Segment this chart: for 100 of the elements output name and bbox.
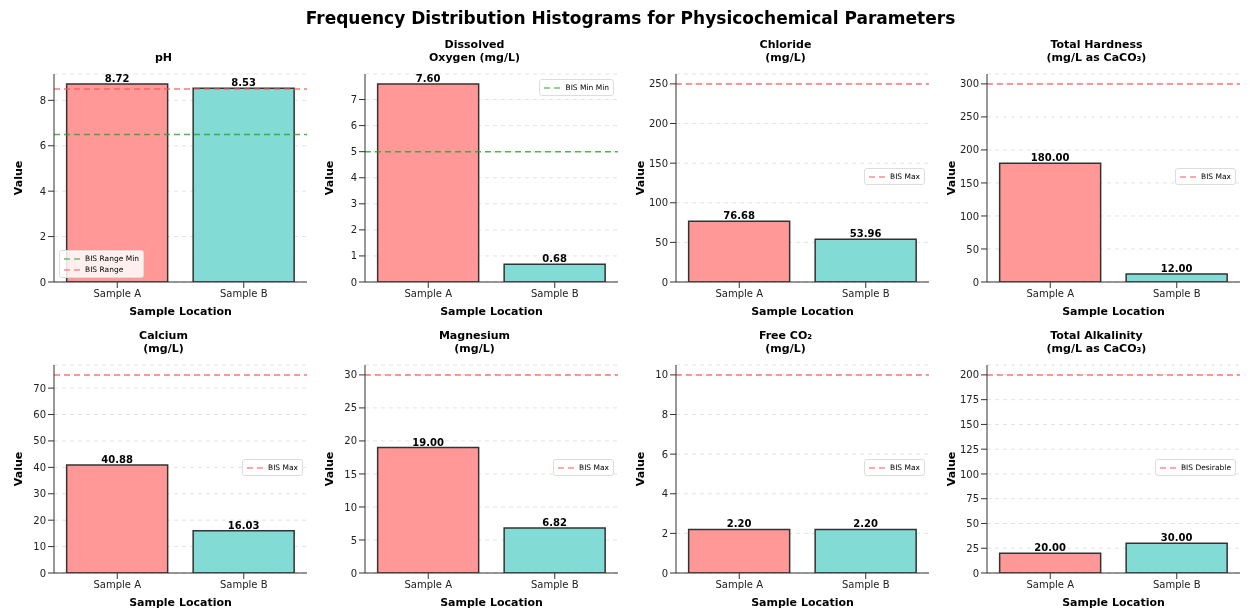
x-tick-label: Sample A — [715, 288, 764, 300]
x-tick-label: Sample A — [1026, 288, 1075, 300]
y-tick-label: 4 — [39, 185, 46, 197]
y-tick-label: 0 — [661, 276, 668, 288]
y-tick-label: 2 — [39, 231, 46, 243]
x-tick-label: Sample B — [530, 288, 579, 300]
x-axis-title: Sample Location — [128, 304, 233, 319]
y-tick-label: 200 — [648, 118, 668, 130]
data-label: 76.68 — [723, 210, 755, 222]
data-label: 30.00 — [1160, 532, 1193, 544]
y-tick-label: 25 — [966, 542, 979, 554]
y-tick-label: 6 — [661, 448, 668, 460]
y-tick-label: 0 — [39, 276, 46, 288]
x-tick-label: Sample B — [841, 288, 890, 300]
x-tick-label: Sample A — [93, 288, 142, 300]
x-tick-label: Sample B — [841, 579, 890, 591]
y-tick-label: 6 — [39, 140, 46, 152]
y-tick-label: 0 — [972, 567, 979, 579]
y-tick-label: 8 — [661, 409, 668, 421]
y-tick-label: 3 — [350, 198, 357, 210]
y-tick-label: 200 — [959, 369, 979, 381]
y-tick-label: 4 — [350, 172, 357, 184]
x-axis-title: Sample Location — [750, 304, 855, 319]
y-tick-label: 75 — [966, 493, 979, 505]
y-tick-label: 300 — [959, 78, 979, 90]
x-axis-title: Sample Location — [439, 595, 544, 610]
data-label: 40.88 — [101, 454, 133, 466]
y-tick-label: 7 — [350, 94, 357, 106]
y-tick-label: 30 — [344, 369, 357, 381]
y-tick-label: 10 — [655, 369, 668, 381]
x-tick-label: Sample B — [530, 579, 579, 591]
chart-title: Total Hardness (mg/L as CaCO₃) — [1045, 38, 1148, 64]
x-axis-title: Sample Location — [1061, 304, 1166, 319]
y-tick-label: 50 — [655, 236, 668, 248]
data-label: 7.60 — [415, 72, 441, 84]
x-tick-label: Sample A — [404, 579, 453, 591]
y-tick-label: 70 — [33, 382, 46, 394]
data-label: 8.53 — [231, 77, 257, 89]
x-axis-title: Sample Location — [750, 595, 855, 610]
x-tick-label: Sample A — [404, 288, 453, 300]
y-tick-label: 2 — [350, 224, 357, 236]
data-label: 16.03 — [227, 519, 260, 531]
y-axis-title: Value — [633, 451, 647, 487]
data-label: 19.00 — [412, 436, 444, 448]
y-axis-title: Value — [322, 160, 336, 196]
y-tick-label: 30 — [33, 488, 46, 500]
y-tick-label: 50 — [33, 435, 46, 447]
y-tick-label: 0 — [350, 567, 357, 579]
y-tick-label: 175 — [959, 394, 979, 406]
y-tick-label: 60 — [33, 409, 46, 421]
y-tick-label: 5 — [350, 534, 357, 546]
data-label: 0.68 — [542, 253, 568, 265]
y-tick-label: 150 — [648, 157, 668, 169]
y-tick-label: 200 — [959, 144, 979, 156]
x-tick-label: Sample B — [219, 579, 268, 591]
y-axis-title: Value — [11, 160, 25, 196]
y-tick-label: 20 — [344, 435, 357, 447]
y-tick-label: 10 — [344, 501, 357, 513]
data-label: 12.00 — [1160, 263, 1193, 275]
y-tick-label: 15 — [344, 468, 357, 480]
data-label: 8.72 — [104, 72, 130, 84]
y-tick-label: 0 — [39, 567, 46, 579]
y-tick-label: 2 — [661, 527, 668, 539]
data-label: 180.00 — [1030, 152, 1070, 164]
y-tick-label: 50 — [966, 518, 979, 530]
y-axis-title: Value — [322, 451, 336, 487]
y-tick-label: 0 — [661, 567, 668, 579]
y-tick-label: 100 — [959, 210, 979, 222]
y-tick-label: 40 — [33, 461, 46, 473]
y-tick-label: 10 — [33, 541, 46, 553]
y-axis-title: Value — [944, 451, 958, 487]
y-tick-label: 8 — [39, 94, 46, 106]
x-tick-label: Sample A — [715, 579, 764, 591]
x-tick-label: Sample B — [219, 288, 268, 300]
y-tick-label: 250 — [959, 111, 979, 123]
y-tick-label: 250 — [648, 78, 668, 90]
data-label: 53.96 — [849, 228, 882, 240]
chart-title: Dissolved Oxygen (mg/L) — [428, 38, 521, 64]
y-tick-label: 0 — [350, 276, 357, 288]
y-axis-title: Value — [11, 451, 25, 487]
y-tick-label: 5 — [350, 146, 357, 158]
y-axis-title: Value — [944, 160, 958, 196]
chart-title: Magnesium (mg/L) — [437, 329, 512, 355]
x-tick-label: Sample A — [93, 579, 142, 591]
x-tick-label: Sample A — [1026, 579, 1075, 591]
x-tick-label: Sample B — [1152, 579, 1201, 591]
y-tick-label: 150 — [959, 177, 979, 189]
y-axis-title: Value — [633, 160, 647, 196]
y-tick-label: 100 — [959, 468, 979, 480]
data-label: 2.20 — [853, 518, 879, 530]
x-tick-label: Sample B — [1152, 288, 1201, 300]
chart-title: pH — [153, 51, 174, 64]
y-tick-label: 4 — [661, 488, 668, 500]
chart-title: Calcium (mg/L) — [138, 329, 189, 355]
chart-title: Free CO₂ (mg/L) — [757, 329, 814, 355]
text: Frequency Distribution Histograms for Physicochemical Parameters — [304, 8, 957, 28]
data-label: 2.20 — [726, 518, 752, 530]
x-axis-title: Sample Location — [1061, 595, 1166, 610]
y-tick-label: 0 — [972, 276, 979, 288]
y-tick-label: 125 — [959, 443, 979, 455]
